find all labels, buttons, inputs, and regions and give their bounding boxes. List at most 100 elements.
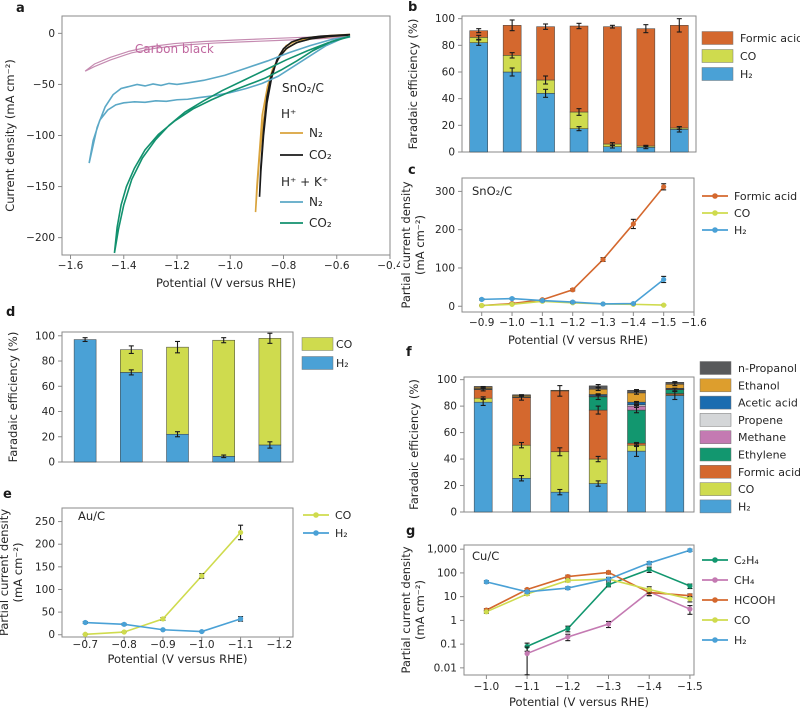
svg-text:50: 50 — [42, 607, 55, 619]
svg-text:80: 80 — [42, 356, 55, 368]
svg-text:−1.1: −1.1 — [228, 639, 254, 651]
svg-text:20: 20 — [442, 120, 455, 132]
panel-b-chart: 0 20 40 60 80 100 Faradaic efficiency (%) Formi… — [406, 13, 800, 159]
panel-g-chart: 0.01 0.1 1 10 100 1,000 −1.0 −1.1 −1.2 −1.3 −1.4 −1… — [400, 544, 776, 709]
svg-text:−50: −50 — [33, 79, 55, 91]
svg-text:0: 0 — [48, 457, 55, 469]
svg-text:Ethylene: Ethylene — [738, 449, 787, 462]
svg-text:0: 0 — [448, 301, 455, 313]
svg-text:−1.5: −1.5 — [677, 681, 703, 693]
svg-text:Partial current density: Partial current density — [400, 546, 413, 673]
svg-text:10: 10 — [444, 591, 457, 603]
svg-text:CO: CO — [738, 483, 755, 496]
svg-text:1: 1 — [450, 615, 457, 627]
svg-text:N₂: N₂ — [309, 195, 323, 209]
svg-text:300: 300 — [435, 186, 455, 198]
panel-c-label: c — [408, 163, 416, 178]
svg-text:Faradaic efficiency (%): Faradaic efficiency (%) — [406, 19, 420, 150]
svg-text:−1.4: −1.4 — [111, 260, 137, 272]
svg-text:H₂: H₂ — [734, 634, 747, 647]
svg-text:H₂: H₂ — [336, 357, 349, 370]
panel-a-label: a — [16, 1, 25, 16]
svg-text:−0.7: −0.7 — [73, 639, 99, 651]
svg-text:250: 250 — [35, 516, 55, 528]
svg-text:−150: −150 — [26, 181, 55, 193]
svg-text:−1.2: −1.2 — [267, 639, 293, 651]
svg-text:N₂: N₂ — [309, 126, 323, 140]
svg-text:−1.4: −1.4 — [621, 317, 647, 329]
svg-text:Formic acid: Formic acid — [738, 466, 800, 479]
svg-text:−1.0: −1.0 — [189, 639, 215, 651]
svg-text:n-Propanol: n-Propanol — [738, 362, 797, 375]
svg-text:1,000: 1,000 — [427, 544, 457, 556]
svg-text:100: 100 — [435, 13, 455, 25]
svg-text:CO: CO — [734, 207, 751, 220]
panel-c: 0 100 200 300 −0.9 −1.0 −1.1 −1.2 −1.3 −1.4 −1.5 −1… — [400, 160, 800, 348]
svg-text:−1.0: −1.0 — [474, 681, 500, 693]
svg-text:CO: CO — [335, 509, 352, 522]
svg-text:−1.3: −1.3 — [590, 317, 616, 329]
svg-text:0.01: 0.01 — [434, 662, 457, 674]
svg-text:60: 60 — [442, 67, 455, 79]
svg-text:−1.5: −1.5 — [651, 317, 677, 329]
svg-text:200: 200 — [35, 539, 55, 551]
svg-text:Partial current density: Partial current density — [0, 509, 11, 636]
svg-text:Potential (V versus RHE): Potential (V versus RHE) — [108, 652, 248, 666]
panel-b-label: b — [408, 0, 418, 15]
svg-text:60: 60 — [444, 427, 457, 439]
svg-text:40: 40 — [444, 454, 457, 466]
svg-text:H₂: H₂ — [738, 500, 751, 513]
svg-text:−1.1: −1.1 — [530, 317, 556, 329]
svg-text:−1.6: −1.6 — [58, 260, 84, 272]
svg-text:−1.2: −1.2 — [555, 681, 581, 693]
svg-text:100: 100 — [35, 584, 55, 596]
svg-text:Potential (V versus RHE): Potential (V versus RHE) — [508, 333, 648, 347]
svg-text:80: 80 — [442, 40, 455, 52]
svg-text:−0.9: −0.9 — [469, 317, 495, 329]
panel-d-chart: 0 20 40 60 80 100 Faradaic efficiency (%) CO H₂ — [6, 330, 353, 469]
svg-text:Ethanol: Ethanol — [738, 379, 780, 392]
svg-text:CO: CO — [336, 338, 353, 351]
panel-e-label: e — [3, 487, 12, 502]
svg-text:CH₄: CH₄ — [734, 574, 755, 587]
panel-f-chart: 0 20 40 60 80 100 Faradaic efficiency (%) n-Pro… — [407, 361, 800, 519]
svg-text:−1.6: −1.6 — [681, 317, 707, 329]
svg-text:0: 0 — [448, 147, 455, 159]
panel-e-chart: 0 50 100 150 200 250 −0.7 −0.8 −0.9 −1.0 −1.1 −1.2 P… — [0, 507, 352, 666]
svg-text:60: 60 — [42, 381, 55, 393]
panel-f-label: f — [406, 345, 412, 360]
svg-text:−100: −100 — [26, 130, 55, 142]
svg-text:Partial current density: Partial current density — [400, 181, 413, 308]
svg-text:100: 100 — [35, 330, 55, 342]
svg-text:−1.1: −1.1 — [514, 681, 540, 693]
panel-d: 0 20 40 60 80 100 Faradaic efficiency (%) CO H₂ — [0, 308, 400, 486]
svg-text:Faradaic efficiency (%): Faradaic efficiency (%) — [407, 379, 421, 510]
svg-text:150: 150 — [35, 561, 55, 573]
svg-text:−1.0: −1.0 — [499, 317, 524, 329]
svg-text:(mA cm⁻²): (mA cm⁻²) — [413, 215, 427, 275]
svg-text:0: 0 — [48, 629, 55, 641]
svg-text:−200: −200 — [26, 232, 55, 244]
svg-text:Au/C: Au/C — [78, 509, 105, 523]
svg-text:Carbon black: Carbon black — [135, 42, 214, 56]
svg-text:−0.8: −0.8 — [271, 260, 297, 272]
panel-g-label: g — [406, 524, 416, 539]
svg-text:100: 100 — [435, 262, 455, 274]
svg-text:−1.3: −1.3 — [596, 681, 622, 693]
svg-text:(mA cm⁻²): (mA cm⁻²) — [413, 580, 427, 640]
svg-text:Formic acid: Formic acid — [734, 190, 797, 203]
svg-text:SnO₂/C: SnO₂/C — [472, 184, 512, 198]
svg-text:Acetic acid: Acetic acid — [738, 397, 798, 410]
svg-text:40: 40 — [42, 406, 55, 418]
svg-text:40: 40 — [442, 93, 455, 105]
svg-text:Cu/C: Cu/C — [472, 549, 499, 563]
panel-g: 0.01 0.1 1 10 100 1,000 −1.0 −1.1 −1.2 −1.3 −1.4 −1… — [400, 520, 800, 712]
svg-text:CO₂: CO₂ — [309, 148, 332, 162]
svg-text:H₂: H₂ — [740, 68, 753, 81]
svg-text:80: 80 — [444, 401, 457, 413]
svg-text:100: 100 — [437, 567, 457, 579]
svg-text:Faradaic efficiency (%): Faradaic efficiency (%) — [6, 332, 20, 463]
svg-text:CO: CO — [740, 50, 757, 63]
svg-text:100: 100 — [437, 374, 457, 386]
